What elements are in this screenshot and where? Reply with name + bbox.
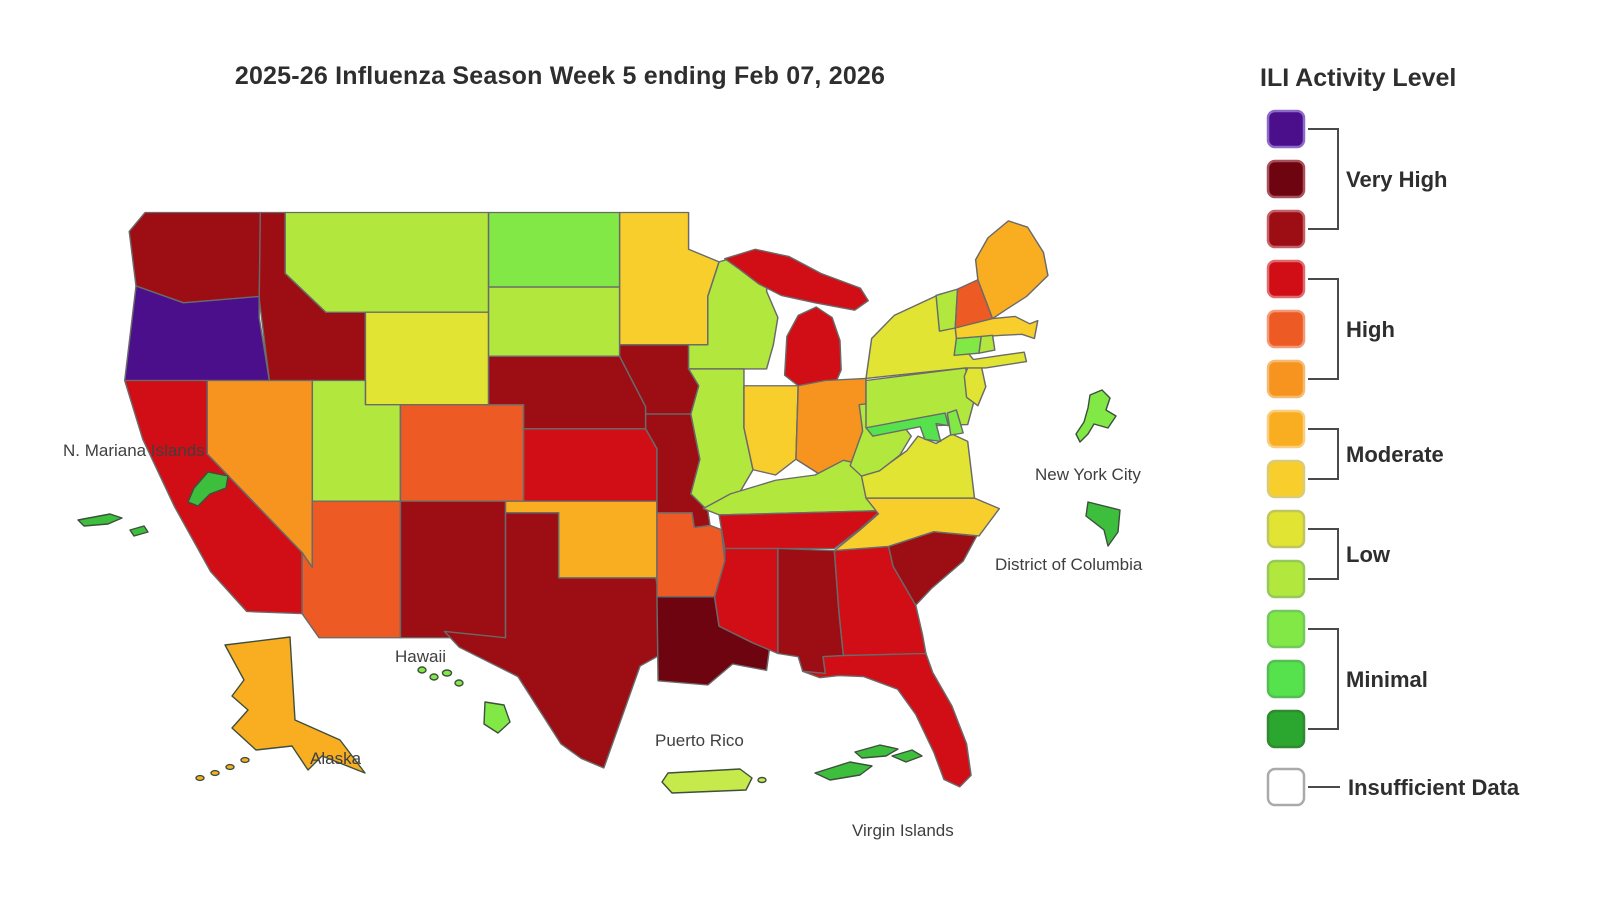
territory-virgin-islands[interactable] xyxy=(854,744,899,759)
state-kansas[interactable] xyxy=(522,428,658,502)
ili-activity-legend: ILI Activity Level Very High High Moder xyxy=(1248,56,1584,846)
state-north-carolina[interactable] xyxy=(833,497,1001,552)
state-arizona[interactable] xyxy=(301,500,402,639)
state-vermont[interactable] xyxy=(935,288,959,332)
legend-swatch-level-4 xyxy=(1266,559,1306,599)
alaska-group xyxy=(195,636,366,782)
label-virgin-islands: Virgin Islands xyxy=(852,821,954,840)
aleutian-island[interactable] xyxy=(240,756,250,764)
hawaii-island[interactable] xyxy=(429,673,439,681)
label-alaska: Alaska xyxy=(310,749,362,768)
legend-swatch-level-7 xyxy=(1266,409,1306,449)
label-new-york-city: New York City xyxy=(1035,465,1141,484)
state-delaware[interactable] xyxy=(946,409,964,436)
state-north-dakota[interactable] xyxy=(487,211,621,288)
legend-swatch-level-3 xyxy=(1266,609,1306,649)
state-colorado[interactable] xyxy=(399,403,525,502)
state-new-mexico[interactable] xyxy=(399,500,507,639)
legend-swatch-level-13 xyxy=(1266,109,1306,149)
bracket-moderate xyxy=(1308,428,1339,480)
bracket-very-high xyxy=(1308,128,1339,230)
bracket-minimal xyxy=(1308,628,1339,730)
label-district-of-columbia: District of Columbia xyxy=(995,555,1143,574)
mariana-islands-group xyxy=(77,471,229,537)
territory-virgin-islands[interactable] xyxy=(891,749,923,763)
aleutian-island[interactable] xyxy=(225,763,235,771)
bracket-high xyxy=(1308,278,1339,380)
state-rhode-island[interactable] xyxy=(978,334,996,354)
legend-swatch-level-2 xyxy=(1266,659,1306,699)
legend-label-high: High xyxy=(1346,317,1395,342)
map-title: 2025-26 Influenza Season Week 5 ending F… xyxy=(234,62,886,90)
state-maryland[interactable] xyxy=(865,412,950,443)
territory-puerto-rico[interactable] xyxy=(661,768,753,794)
hawaii-island[interactable] xyxy=(417,666,427,674)
state-indiana[interactable] xyxy=(743,385,799,476)
territory-virgin-islands[interactable] xyxy=(814,761,873,781)
state-wyoming[interactable] xyxy=(364,311,490,406)
aleutian-island[interactable] xyxy=(195,774,205,782)
legend-swatch-level-11 xyxy=(1266,209,1306,249)
label-puerto-rico: Puerto Rico xyxy=(655,731,744,750)
legend-swatch-level-10 xyxy=(1266,259,1306,299)
state-florida[interactable] xyxy=(801,652,972,788)
territory-n-mariana-islands[interactable] xyxy=(77,513,123,527)
virgin-islands-group xyxy=(814,744,923,781)
puerto-rico-group xyxy=(661,768,767,794)
territory-n-mariana-islands[interactable] xyxy=(187,471,229,507)
hawaii-group xyxy=(417,666,511,734)
state-south-dakota[interactable] xyxy=(487,286,621,358)
bracket-low xyxy=(1308,528,1339,580)
state-connecticut[interactable] xyxy=(953,335,982,356)
state-tennessee[interactable] xyxy=(718,510,882,550)
hawaii-island[interactable] xyxy=(454,679,464,687)
legend-label-minimal: Minimal xyxy=(1346,667,1428,692)
label-hawaii: Hawaii xyxy=(395,647,446,666)
aleutian-island[interactable] xyxy=(210,769,220,777)
puerto-rico-islet[interactable] xyxy=(757,776,767,784)
state-california[interactable] xyxy=(123,379,303,615)
conus-group xyxy=(123,211,1049,788)
legend-title: ILI Activity Level xyxy=(1260,64,1456,92)
state-washington[interactable] xyxy=(128,211,262,304)
legend-swatch-level-12 xyxy=(1266,159,1306,199)
state-arkansas[interactable] xyxy=(656,512,726,598)
legend-swatch-insufficient xyxy=(1266,767,1306,807)
legend-swatch-level-9 xyxy=(1266,309,1306,349)
label-n-mariana-islands: N. Mariana Islands xyxy=(63,441,205,460)
territory-n-mariana-islands[interactable] xyxy=(129,525,149,537)
inset-district-of-columbia[interactable] xyxy=(1085,501,1121,547)
legend-swatch-level-5 xyxy=(1266,509,1306,549)
state-alaska[interactable] xyxy=(224,636,366,774)
legend-swatch-level-6 xyxy=(1266,459,1306,499)
legend-svg: ILI Activity Level Very High High Moder xyxy=(1260,64,1520,807)
legend-label-low: Low xyxy=(1346,542,1391,567)
legend-swatch-level-1 xyxy=(1266,709,1306,749)
state-montana[interactable] xyxy=(284,211,490,313)
map-svg: N. Mariana Islands Hawaii Alaska Puerto … xyxy=(63,211,1143,840)
hawaii-island[interactable] xyxy=(441,669,453,677)
state-alabama[interactable] xyxy=(777,547,845,675)
state-minnesota[interactable] xyxy=(618,211,720,346)
legend-swatch-level-8 xyxy=(1266,359,1306,399)
hawaii-big-island[interactable] xyxy=(483,701,511,734)
legend-label-insufficient-data: Insufficient Data xyxy=(1348,775,1520,800)
us-choropleth-map: N. Mariana Islands Hawaii Alaska Puerto … xyxy=(60,190,1180,850)
legend-label-moderate: Moderate xyxy=(1346,442,1444,467)
legend-label-very-high: Very High xyxy=(1346,167,1447,192)
state-maine[interactable] xyxy=(974,220,1049,320)
state-texas[interactable] xyxy=(443,512,664,769)
inset-new-york-city[interactable] xyxy=(1075,389,1117,443)
